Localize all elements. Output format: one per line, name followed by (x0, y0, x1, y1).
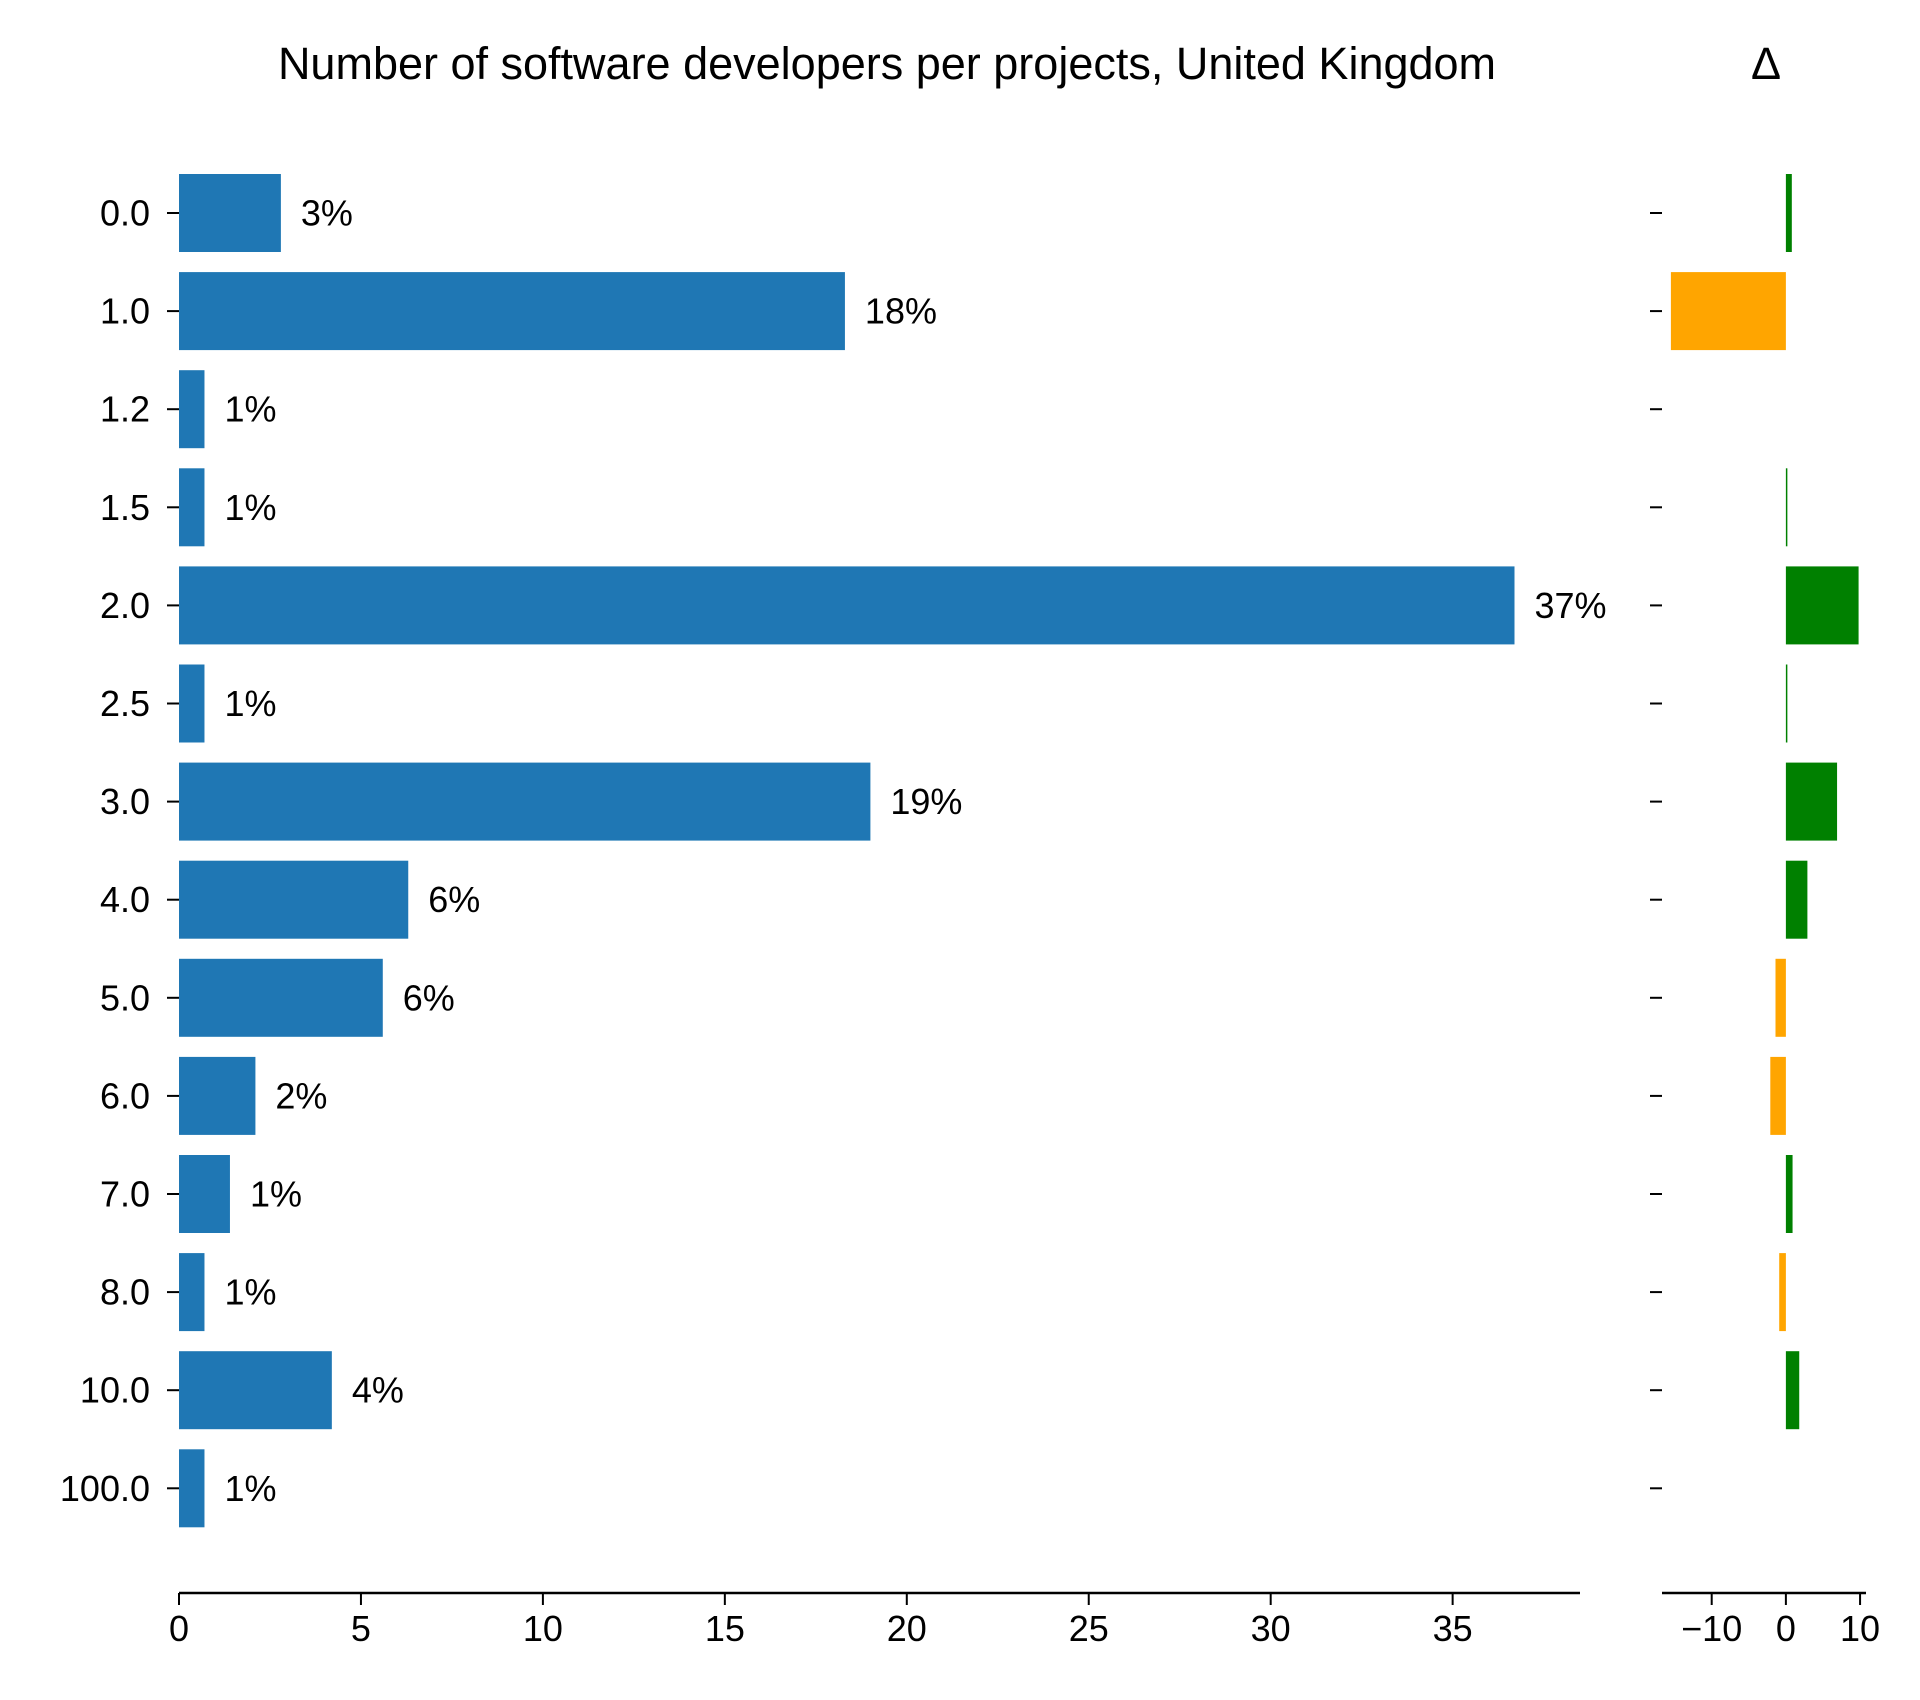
y-tick-label: 1.5 (100, 487, 150, 528)
bar (179, 762, 871, 841)
delta-bar (1670, 272, 1786, 351)
data-label: 1% (224, 389, 276, 430)
y-tick-label: 2.0 (100, 585, 150, 626)
data-label: 1% (250, 1174, 302, 1215)
data-label: 19% (890, 781, 962, 822)
delta-bar (1785, 664, 1788, 743)
main-chart-title: Number of software developers per projec… (278, 38, 1496, 89)
bar (179, 566, 1515, 645)
delta-bar (1775, 958, 1786, 1037)
x-tick-label: 10 (523, 1608, 563, 1649)
y-tick-label: 100.0 (60, 1468, 150, 1509)
delta-bar (1779, 1253, 1786, 1332)
data-label: 1% (224, 683, 276, 724)
y-tick-label: 6.0 (100, 1075, 150, 1116)
delta-x-tick-label: 0 (1776, 1608, 1796, 1649)
delta-x-tick-label: 10 (1840, 1608, 1880, 1649)
delta-chart-title: Δ (1751, 38, 1781, 89)
delta-x-tick-label: −10 (1681, 1608, 1742, 1649)
bar (179, 860, 409, 939)
y-tick-label: 5.0 (100, 977, 150, 1018)
y-tick-label: 0.0 (100, 193, 150, 234)
bar (179, 272, 845, 351)
x-tick-label: 15 (705, 1608, 745, 1649)
data-label: 2% (275, 1075, 327, 1116)
y-tick-label: 7.0 (100, 1174, 150, 1215)
delta-bar (1785, 468, 1788, 547)
delta-bar (1785, 1351, 1800, 1430)
x-tick-label: 0 (169, 1608, 189, 1649)
y-tick-label: 1.2 (100, 389, 150, 430)
y-tick-label: 10.0 (80, 1370, 150, 1411)
data-label: 3% (301, 193, 353, 234)
y-tick-label: 8.0 (100, 1272, 150, 1313)
bar (179, 664, 205, 743)
delta-bar (1785, 174, 1792, 252)
bar (179, 958, 383, 1037)
data-label: 6% (428, 879, 480, 920)
data-label: 1% (224, 487, 276, 528)
bar (179, 468, 205, 547)
delta-bar (1785, 1155, 1793, 1233)
x-tick-label: 30 (1251, 1608, 1291, 1649)
x-tick-label: 20 (887, 1608, 927, 1649)
x-tick-label: 35 (1433, 1608, 1473, 1649)
delta-bar (1770, 1056, 1786, 1135)
y-tick-label: 1.0 (100, 291, 150, 332)
data-label: 1% (224, 1468, 276, 1509)
bar (179, 1449, 205, 1528)
bar (179, 370, 205, 449)
y-tick-label: 2.5 (100, 683, 150, 724)
data-label: 37% (1534, 585, 1606, 626)
y-tick-label: 3.0 (100, 781, 150, 822)
data-label: 1% (224, 1272, 276, 1313)
bar (179, 1351, 332, 1430)
data-label: 4% (352, 1370, 404, 1411)
data-label: 6% (403, 977, 455, 1018)
y-tick-label: 4.0 (100, 879, 150, 920)
x-tick-label: 25 (1069, 1608, 1109, 1649)
delta-bar (1785, 566, 1859, 645)
data-label: 18% (865, 291, 937, 332)
delta-bar (1785, 860, 1808, 939)
bar (179, 1155, 230, 1233)
x-tick-label: 5 (351, 1608, 371, 1649)
bar (179, 1253, 205, 1332)
bar (179, 174, 281, 252)
bar (179, 1056, 256, 1135)
delta-bar (1785, 762, 1838, 841)
